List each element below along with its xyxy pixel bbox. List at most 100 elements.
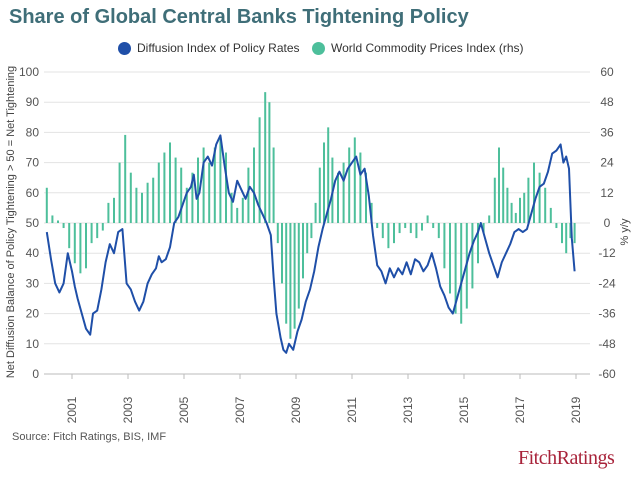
commodity-bar xyxy=(359,152,362,223)
commodity-bar xyxy=(437,223,440,239)
legend-item-commodity-prices[interactable]: World Commodity Prices Index (rhs) xyxy=(312,41,524,55)
commodity-bar xyxy=(236,207,239,223)
x-tick-label: 2013 xyxy=(401,396,415,423)
commodity-bar xyxy=(348,147,351,223)
commodity-bar xyxy=(443,223,446,269)
left-tick-label: 80 xyxy=(26,125,40,139)
commodity-bar xyxy=(57,220,59,223)
commodity-bar xyxy=(258,117,261,223)
commodity-bar xyxy=(68,223,71,249)
left-tick-label: 100 xyxy=(19,65,39,79)
commodity-bar xyxy=(185,187,188,223)
right-tick-label: 12 xyxy=(600,186,614,200)
commodity-bar xyxy=(113,197,115,223)
commodity-bar xyxy=(124,134,127,223)
right-axis-title: % y/y xyxy=(619,218,631,245)
right-tick-label: 36 xyxy=(600,125,614,139)
commodity-bar xyxy=(318,167,321,223)
commodity-bar xyxy=(285,223,288,324)
commodity-bar xyxy=(208,162,211,223)
commodity-bar xyxy=(314,202,317,223)
commodity-bar xyxy=(247,167,250,223)
commodity-bar xyxy=(523,192,526,223)
commodity-bar xyxy=(409,223,412,234)
right-tick-label: -60 xyxy=(598,367,616,381)
commodity-bar xyxy=(561,223,563,244)
right-tick-label: 24 xyxy=(600,156,614,170)
commodity-bar xyxy=(146,182,149,223)
commodity-bar xyxy=(213,147,216,223)
right-tick-label: -48 xyxy=(598,337,616,351)
commodity-bar xyxy=(460,223,463,324)
commodity-bar xyxy=(527,177,530,223)
legend-item-diffusion-index[interactable]: Diffusion Index of Policy Rates xyxy=(118,41,300,55)
commodity-bar xyxy=(381,223,384,239)
x-tick-label: 2019 xyxy=(569,396,583,423)
x-tick-label: 2007 xyxy=(233,396,247,423)
right-tick-label: 0 xyxy=(604,216,611,230)
commodity-bar xyxy=(264,92,267,223)
right-tick-label: 48 xyxy=(600,95,614,109)
commodity-bar xyxy=(544,187,547,223)
commodity-bar xyxy=(565,223,568,254)
commodity-bar xyxy=(498,147,500,223)
commodity-bar xyxy=(365,172,367,223)
x-tick-label: 2009 xyxy=(289,396,303,423)
left-tick-label: 30 xyxy=(26,276,40,290)
commodity-bar xyxy=(281,223,283,284)
commodity-bar xyxy=(297,223,300,309)
commodity-bar xyxy=(502,167,505,223)
commodity-bar xyxy=(404,223,407,229)
commodity-bar xyxy=(569,223,572,239)
right-tick-label: -12 xyxy=(598,246,616,260)
right-tick-label: -24 xyxy=(598,276,616,290)
commodity-bar xyxy=(197,157,199,223)
commodity-bar xyxy=(454,223,457,314)
commodity-bar xyxy=(174,157,177,223)
left-tick-label: 90 xyxy=(26,95,40,109)
commodity-bar xyxy=(506,187,509,223)
x-tick-label: 2003 xyxy=(121,396,135,423)
commodity-bar xyxy=(118,162,121,223)
commodity-bar xyxy=(398,223,401,234)
x-tick-label: 2011 xyxy=(345,397,359,423)
commodity-bar xyxy=(135,187,138,223)
commodity-bar xyxy=(538,172,541,223)
commodity-bar xyxy=(169,142,171,223)
diffusion-index-line xyxy=(45,134,576,354)
commodity-bar xyxy=(90,223,93,244)
right-tick-label: -36 xyxy=(598,307,616,321)
x-tick-label: 2015 xyxy=(457,396,471,423)
commodity-bar xyxy=(342,162,345,223)
commodity-bar xyxy=(230,192,233,223)
legend-swatch-diffusion-index xyxy=(118,41,131,55)
left-tick-label: 70 xyxy=(26,156,40,170)
left-tick-label: 40 xyxy=(26,246,40,260)
commodity-bar xyxy=(573,223,576,244)
commodity-bar xyxy=(482,223,485,234)
commodity-bar xyxy=(51,215,54,223)
x-tick-label: 2005 xyxy=(177,396,191,423)
commodity-bar xyxy=(272,147,275,223)
commodity-bar xyxy=(393,223,395,244)
commodity-bar xyxy=(471,223,474,289)
commodity-bar xyxy=(510,202,513,223)
commodity-bar xyxy=(415,223,418,239)
commodity-bar xyxy=(241,197,244,223)
source-note: Source: Fitch Ratings, BIS, IMF xyxy=(12,431,167,443)
legend-label-commodity-prices: World Commodity Prices Index (rhs) xyxy=(331,41,524,55)
commodity-bar xyxy=(268,102,271,223)
commodity-bar xyxy=(421,223,423,231)
commodity-bar xyxy=(96,223,99,239)
commodity-bar xyxy=(202,147,205,223)
commodity-bar xyxy=(337,172,339,223)
x-tick-label: 2001 xyxy=(65,396,79,423)
commodity-bar xyxy=(323,142,325,223)
commodity-bar xyxy=(555,223,558,229)
commodity-bar xyxy=(488,215,491,223)
left-tick-label: 0 xyxy=(32,367,39,381)
commodity-bar xyxy=(107,202,110,223)
commodity-bar xyxy=(163,152,166,223)
left-tick-label: 10 xyxy=(26,337,40,351)
